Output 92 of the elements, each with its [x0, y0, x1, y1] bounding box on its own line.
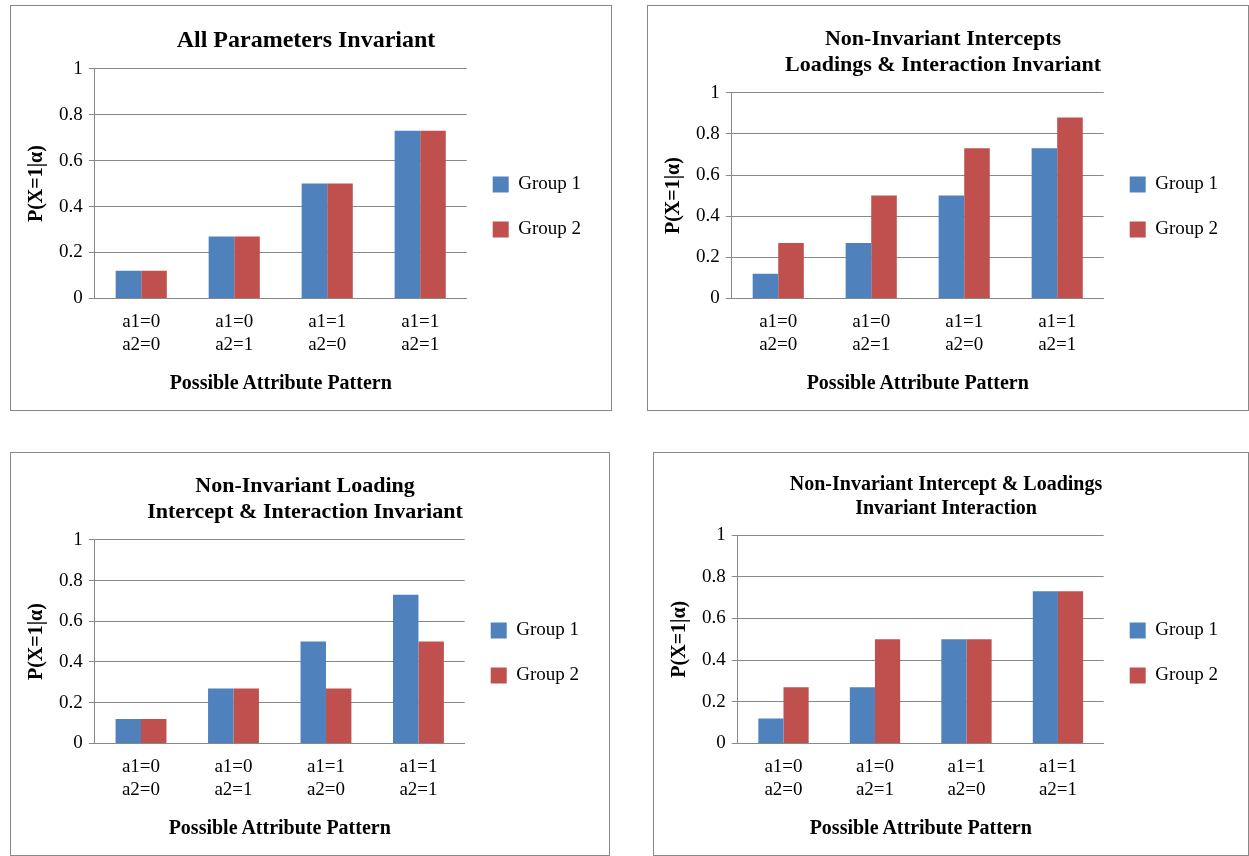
legend-label: Group 1 [518, 172, 582, 194]
bar [783, 687, 809, 743]
x-tick-label: a1=1 a2=1 [399, 754, 438, 799]
y-tick-label: 0.4 [696, 204, 721, 226]
y-axis-title: P(X=1|α) [24, 603, 48, 681]
x-tick-label: a1=0 a2=0 [764, 754, 803, 799]
bar [208, 688, 234, 743]
bar [845, 242, 872, 298]
bar [752, 273, 779, 298]
y-tick-label: 0.4 [702, 648, 727, 670]
bar [141, 270, 167, 298]
y-axis-title: P(X=1|α) [24, 145, 48, 223]
x-tick-label: a1=1 a2=0 [308, 309, 347, 354]
x-axis-title: Possible Attribute Pattern [169, 371, 392, 394]
chart-title: Non-Invariant Intercepts Loadings & Interaction Invariant [785, 24, 1102, 77]
y-axis-title: P(X=1|α) [661, 157, 685, 235]
bar [394, 130, 421, 298]
y-axis-title: P(X=1|α) [667, 600, 691, 678]
bar [941, 639, 967, 743]
y-tick-label: 0.6 [696, 163, 720, 185]
chart-title: All Parameters Invariant [176, 25, 436, 52]
bar [327, 183, 353, 298]
y-tick-label: 0.8 [696, 121, 720, 143]
y-tick-label: 0.2 [696, 245, 720, 267]
x-axis-title: Possible Attribute Pattern [168, 816, 391, 839]
legend-label: Group 1 [516, 618, 580, 640]
legend-label: Group 2 [516, 663, 580, 685]
legend-label: Group 2 [1155, 217, 1219, 239]
y-tick-label: 1 [73, 527, 83, 549]
x-tick-label: a1=1 a2=0 [945, 309, 984, 354]
x-tick-label: a1=0 a2=1 [214, 754, 253, 799]
y-tick-label: 0.6 [59, 148, 83, 170]
x-tick-label: a1=1 a2=0 [306, 754, 346, 799]
bar [418, 641, 444, 743]
bar [778, 242, 804, 298]
y-tick-label: 0 [73, 286, 83, 308]
y-tick-label: 0.2 [702, 689, 726, 711]
bar [233, 688, 259, 743]
bar [1032, 591, 1058, 743]
y-tick-label: 0 [710, 286, 720, 308]
bar [208, 236, 235, 298]
y-tick-label: 1 [73, 56, 83, 78]
legend-label: Group 1 [1155, 172, 1219, 194]
bar [301, 183, 328, 298]
legend-label: Group 2 [518, 217, 582, 239]
x-tick-label: a1=0 a2=0 [121, 754, 161, 799]
bar [325, 688, 352, 743]
y-tick-label: 0.6 [702, 606, 726, 628]
x-axis-title: Possible Attribute Pattern [806, 371, 1029, 394]
chart-title: Non-Invariant Loading Intercept & Interaction Invariant [147, 471, 464, 524]
y-tick-label: 0.8 [59, 102, 83, 124]
x-tick-label: a1=1 a2=1 [1038, 754, 1078, 799]
chart-title: Non-Invariant Intercept & Loadings Invariant Interaction [789, 472, 1103, 519]
bar [115, 270, 142, 298]
bar [1031, 148, 1058, 298]
x-axis-title: Possible Attribute Pattern [809, 816, 1032, 839]
bar [115, 718, 141, 743]
y-tick-label: 0.6 [59, 609, 83, 631]
y-tick-label: 0.8 [702, 564, 726, 586]
y-tick-label: 0.2 [59, 690, 83, 712]
x-tick-label: a1=1 a2=1 [1038, 309, 1077, 354]
bar [871, 195, 897, 298]
y-tick-label: 1 [716, 522, 726, 544]
x-tick-label: a1=1 a2=0 [947, 754, 986, 799]
bar [1057, 117, 1083, 298]
bar [758, 718, 784, 743]
bar [420, 130, 446, 298]
y-tick-label: 0.4 [59, 194, 84, 216]
bar [140, 718, 167, 743]
bar [938, 195, 965, 298]
x-tick-label: a1=0 a2=0 [759, 309, 798, 354]
y-tick-label: 0 [73, 731, 83, 753]
bar [964, 148, 990, 298]
bar [849, 687, 875, 743]
x-tick-label: a1=0 a2=1 [852, 309, 891, 354]
bar [966, 639, 992, 743]
y-tick-label: 0.8 [59, 568, 83, 590]
x-tick-label: a1=0 a2=0 [122, 309, 161, 354]
legend-label: Group 1 [1155, 618, 1219, 640]
bar [1057, 591, 1084, 743]
y-tick-label: 0.2 [59, 240, 83, 262]
y-tick-label: 0 [716, 731, 726, 753]
y-tick-label: 0.4 [59, 649, 84, 671]
x-tick-label: a1=0 a2=1 [855, 754, 895, 799]
bar [300, 641, 326, 743]
legend-label: Group 2 [1155, 663, 1219, 685]
y-tick-label: 1 [710, 80, 720, 102]
bar [234, 236, 260, 298]
x-tick-label: a1=0 a2=1 [215, 309, 254, 354]
x-tick-label: a1=1 a2=1 [401, 309, 440, 354]
bar [874, 639, 901, 743]
bar [393, 594, 419, 743]
